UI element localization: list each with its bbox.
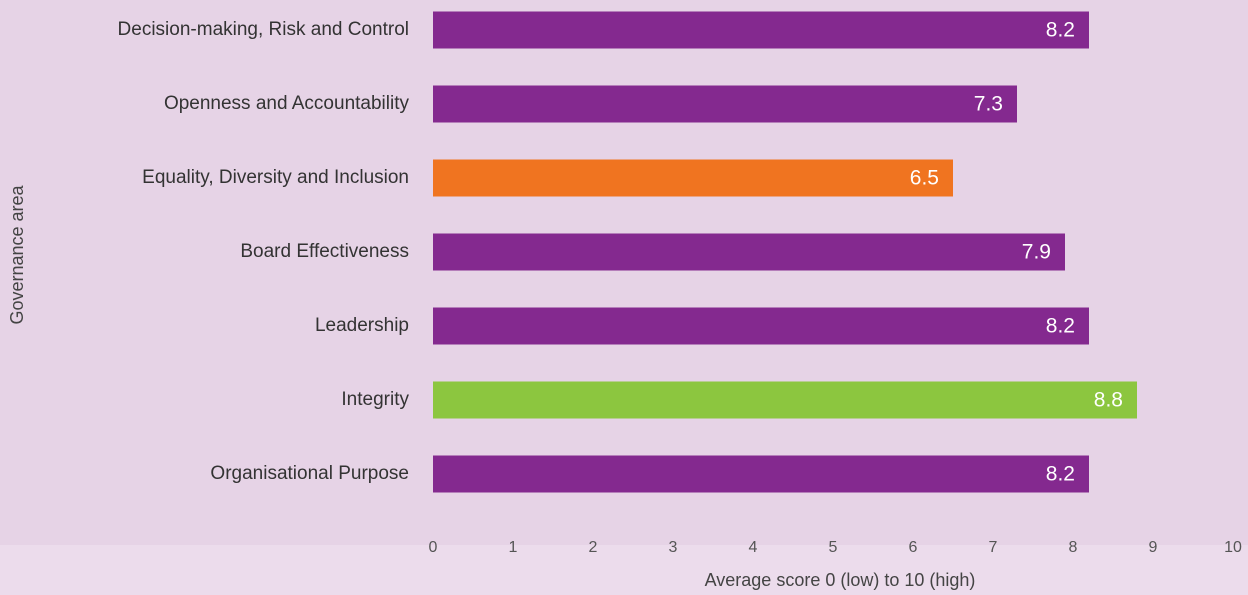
bar — [433, 381, 1137, 419]
y-tick-label: Openness and Accountability — [164, 93, 410, 114]
y-tick-label: Board Effectiveness — [240, 241, 409, 262]
bar — [433, 455, 1089, 493]
y-tick-label: Integrity — [341, 389, 409, 410]
value-label: 8.8 — [1094, 389, 1123, 412]
value-label: 8.2 — [1046, 315, 1075, 338]
bar — [433, 85, 1017, 123]
value-label: 7.3 — [974, 93, 1003, 116]
x-tick-label: 7 — [989, 539, 998, 556]
bar — [433, 159, 953, 197]
x-tick-label: 6 — [909, 539, 918, 556]
footer-band — [0, 545, 1248, 595]
y-tick-label: Organisational Purpose — [210, 463, 409, 484]
value-label: 7.9 — [1022, 241, 1051, 264]
value-label: 8.2 — [1046, 19, 1075, 42]
x-tick-label: 3 — [669, 539, 678, 556]
bar — [433, 233, 1065, 271]
y-tick-label: Decision-making, Risk and Control — [118, 19, 409, 40]
bar — [433, 307, 1089, 345]
value-label: 6.5 — [910, 167, 939, 190]
x-tick-label: 10 — [1224, 539, 1242, 556]
x-tick-label: 2 — [589, 539, 598, 556]
x-axis-title: Average score 0 (low) to 10 (high) — [705, 570, 976, 590]
x-tick-label: 4 — [749, 539, 758, 556]
x-tick-label: 9 — [1149, 539, 1158, 556]
y-tick-label: Equality, Diversity and Inclusion — [142, 167, 409, 188]
value-label: 8.2 — [1046, 463, 1075, 486]
y-tick-label: Leadership — [315, 315, 409, 336]
y-axis-title: Governance area — [7, 184, 27, 324]
x-tick-label: 8 — [1069, 539, 1078, 556]
x-tick-label: 5 — [829, 539, 838, 556]
x-tick-label: 0 — [429, 539, 438, 556]
x-tick-label: 1 — [509, 539, 518, 556]
bar — [433, 11, 1089, 49]
